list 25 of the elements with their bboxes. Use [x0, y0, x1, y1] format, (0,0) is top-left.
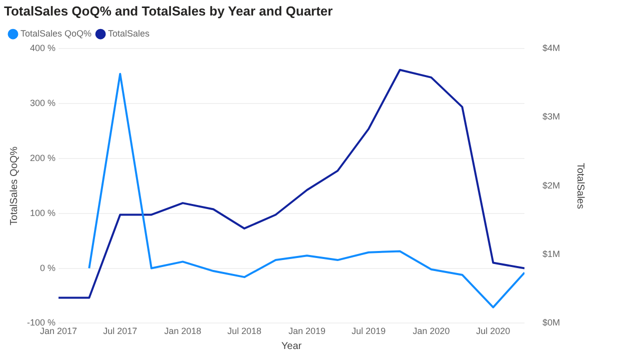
y-tick-label: 0 %	[40, 262, 56, 273]
y2-tick-label: $0M	[542, 318, 560, 328]
x-tick-label: Jan 2018	[164, 326, 202, 336]
y2-axis-title: TotalSales	[574, 162, 586, 209]
y-tick-label: 400 %	[30, 43, 56, 54]
x-tick-label: Jan 2020	[412, 326, 450, 336]
x-tick-label: Jul 2019	[352, 326, 386, 336]
x-tick-label: Jul 2020	[476, 326, 510, 336]
legend-label: TotalSales	[108, 28, 150, 39]
x-axis-title: Year	[281, 340, 302, 352]
chart-title: TotalSales QoQ% and TotalSales by Year and Quarter	[4, 3, 333, 18]
y2-tick-label: $3M	[542, 112, 560, 122]
y-tick-label: -100 %	[26, 318, 56, 328]
y2-tick-label: $1M	[542, 249, 560, 260]
x-tick-label: Jan 2019	[288, 326, 326, 336]
y-tick-label: 100 %	[30, 208, 56, 218]
x-tick-label: Jan 2017	[40, 326, 78, 336]
y-tick-label: 300 %	[30, 98, 56, 108]
y2-tick-label: $2M	[542, 180, 560, 190]
y-axis-title: TotalSales QoQ%	[8, 146, 20, 226]
legend-label: TotalSales QoQ%	[20, 28, 92, 39]
x-tick-label: Jul 2018	[227, 326, 262, 336]
x-tick-label: Jul 2017	[103, 326, 138, 336]
y2-tick-label: $4M	[542, 43, 560, 54]
y-tick-label: 200 %	[30, 152, 56, 163]
